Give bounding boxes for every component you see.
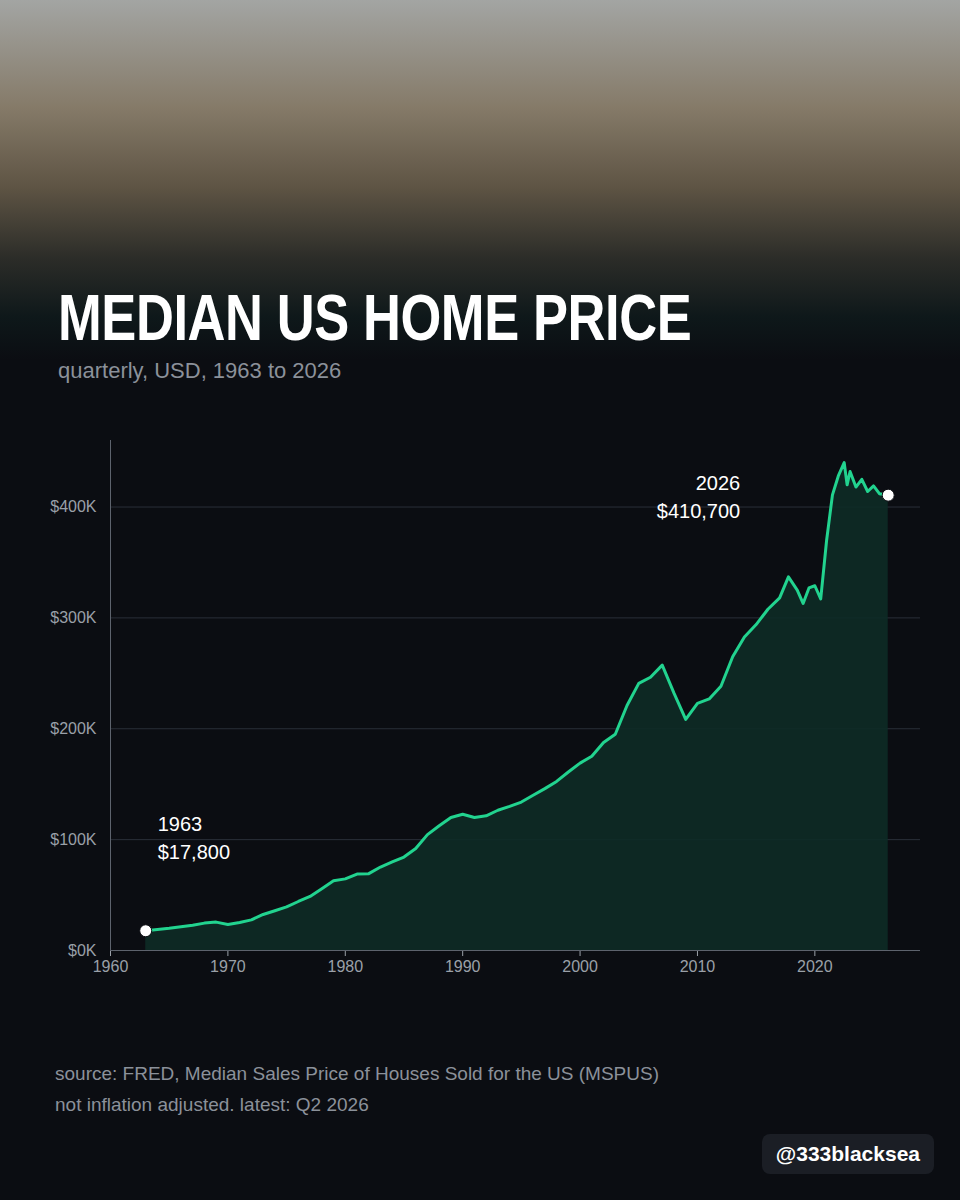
svg-text:1960: 1960: [93, 958, 129, 975]
svg-text:$300K: $300K: [50, 609, 97, 626]
svg-text:2026$410,700: 2026$410,700: [657, 472, 740, 522]
svg-text:1980: 1980: [327, 958, 363, 975]
svg-text:$0K: $0K: [68, 942, 97, 959]
svg-text:1990: 1990: [445, 958, 481, 975]
html-text:quarterly, USD, 1963 to 2026: quarterly, USD, 1963 to 2026: [58, 358, 342, 383]
html-text:MEDIAN US HOME PRICE: MEDIAN US HOME PRICE: [58, 282, 692, 354]
svg-text:1963$17,800: 1963$17,800: [158, 813, 230, 863]
svg-text:$400K: $400K: [50, 498, 97, 515]
svg-text:2020: 2020: [797, 958, 833, 975]
html-text:@333blacksea: @333blacksea: [775, 1142, 920, 1165]
svg-text:$200K: $200K: [50, 720, 97, 737]
svg-text:2010: 2010: [680, 958, 716, 975]
svg-text:2000: 2000: [562, 958, 598, 975]
svg-text:$100K: $100K: [50, 831, 97, 848]
html-text:not inflation adjusted. latest: not inflation adjusted. latest: Q2 2026: [55, 1094, 369, 1115]
html-text:source: FRED, Median Sales Pri: source: FRED, Median Sales Price of Hous…: [55, 1063, 659, 1084]
svg-text:1970: 1970: [210, 958, 246, 975]
